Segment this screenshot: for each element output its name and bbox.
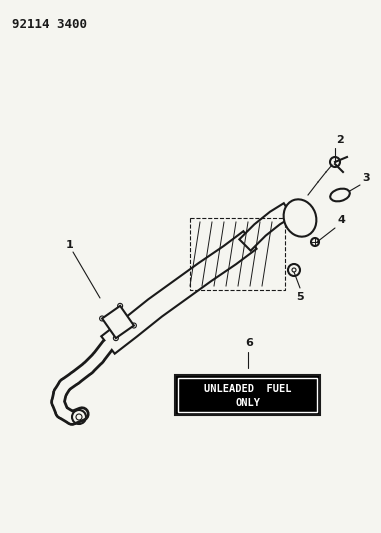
Text: 3: 3 [362, 173, 370, 183]
Text: 92114 3400: 92114 3400 [12, 18, 87, 31]
Text: ONLY: ONLY [235, 398, 260, 408]
Text: 2: 2 [336, 135, 344, 145]
Polygon shape [239, 203, 292, 251]
Ellipse shape [330, 189, 350, 201]
Polygon shape [101, 231, 256, 354]
FancyBboxPatch shape [178, 378, 317, 412]
Text: 5: 5 [296, 292, 304, 302]
Text: 6: 6 [245, 338, 253, 348]
Ellipse shape [283, 199, 316, 237]
FancyBboxPatch shape [175, 375, 320, 415]
Text: UNLEADED  FUEL: UNLEADED FUEL [204, 384, 291, 394]
Polygon shape [102, 306, 134, 338]
Circle shape [116, 320, 120, 324]
Text: 1: 1 [66, 240, 74, 250]
Text: 4: 4 [337, 215, 345, 225]
